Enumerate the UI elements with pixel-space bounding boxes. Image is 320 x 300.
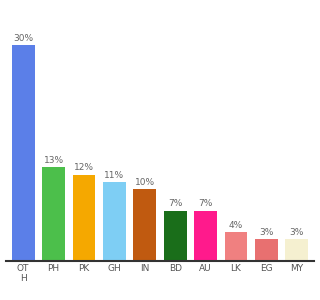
- Text: 30%: 30%: [13, 34, 33, 43]
- Text: 7%: 7%: [198, 200, 213, 208]
- Text: 3%: 3%: [259, 228, 274, 237]
- Bar: [103, 182, 126, 261]
- Bar: [194, 211, 217, 261]
- Bar: [133, 189, 156, 261]
- Bar: [12, 45, 35, 261]
- Text: 11%: 11%: [104, 171, 124, 180]
- Bar: [164, 211, 187, 261]
- Text: 3%: 3%: [290, 228, 304, 237]
- Text: 7%: 7%: [168, 200, 182, 208]
- Text: 10%: 10%: [135, 178, 155, 187]
- Bar: [73, 175, 95, 261]
- Bar: [255, 239, 278, 261]
- Bar: [42, 167, 65, 261]
- Bar: [225, 232, 247, 261]
- Text: 13%: 13%: [44, 156, 64, 165]
- Bar: [285, 239, 308, 261]
- Text: 4%: 4%: [229, 221, 243, 230]
- Text: 12%: 12%: [74, 164, 94, 172]
